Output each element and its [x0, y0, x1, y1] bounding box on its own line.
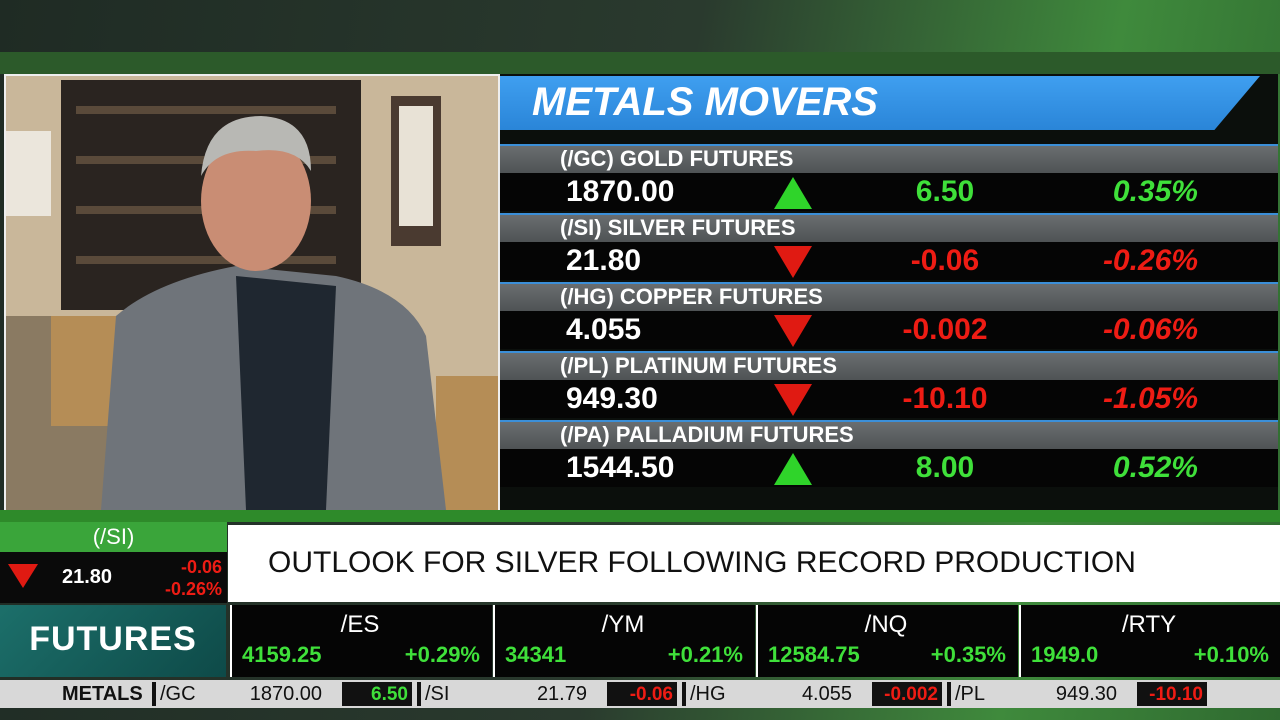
quote-change: -0.06	[180, 557, 222, 577]
futures-price: 1949.0	[1031, 642, 1099, 667]
futures-price: 12584.75	[768, 642, 860, 667]
ticker-price: 21.79	[536, 683, 587, 705]
video-scene	[6, 76, 498, 510]
row-arrow	[774, 384, 812, 421]
row-value-bar	[500, 380, 1278, 418]
headline-box	[228, 525, 1280, 602]
ticker-price: 4.055	[801, 683, 852, 705]
futures-cell	[493, 605, 755, 677]
row-label-bar	[500, 420, 1278, 449]
arrow	[8, 564, 38, 588]
quote-arrow	[8, 564, 38, 593]
ticker-change: -10.10	[1149, 684, 1203, 705]
ticker-change-box	[872, 682, 942, 706]
green-strip	[0, 510, 1280, 522]
quote-price: 21.80	[62, 566, 113, 588]
row-price: 1870.00	[566, 175, 675, 208]
row-name: (/PA) PALLADIUM FUTURES	[560, 422, 854, 447]
row-arrow	[774, 246, 812, 283]
row-percent: -1.05%	[1102, 382, 1198, 415]
futures-logo-box	[0, 605, 226, 677]
row-value-bar	[500, 242, 1278, 280]
ticker-change: 6.50	[371, 684, 408, 705]
row-change: 6.50	[915, 175, 975, 208]
ticker-symbol: /SI	[425, 683, 450, 705]
video-feed	[4, 74, 500, 512]
ticker-change-box	[342, 682, 412, 706]
top-band	[0, 52, 1280, 74]
arrow	[774, 246, 812, 278]
row-price: 1544.50	[566, 451, 675, 484]
futures-symbol: /RTY	[1121, 611, 1177, 638]
row-percent: -0.06%	[1102, 313, 1198, 346]
row-change: -0.002	[902, 313, 988, 346]
ticker-change-box	[1137, 682, 1207, 706]
row-value-bar	[500, 173, 1278, 211]
row-arrow	[774, 315, 812, 352]
ticker-separator	[947, 682, 951, 706]
quote-symbol: (/SI)	[92, 524, 135, 549]
row-change: -0.06	[910, 244, 980, 277]
ticker-change: -0.002	[884, 684, 938, 705]
row-change: -10.10	[902, 382, 988, 415]
ticker-symbol: /GC	[160, 683, 196, 705]
ticker-price: 949.30	[1055, 683, 1117, 705]
ticker-separator	[417, 682, 421, 706]
row-value-bar	[500, 449, 1278, 487]
row-label-bar	[500, 213, 1278, 242]
row-percent: 0.52%	[1112, 451, 1198, 484]
futures-cell	[756, 605, 1018, 677]
ticker-symbol: /HG	[690, 683, 726, 705]
futures-percent: +0.29%	[404, 642, 480, 667]
ticker-change-box	[607, 682, 677, 706]
ticker-price: 1870.00	[249, 683, 322, 705]
futures-cell	[1019, 605, 1280, 677]
futures-price: 34341	[505, 642, 567, 667]
row-label-bar	[500, 282, 1278, 311]
ticker-label: METALS	[62, 683, 143, 705]
arrow	[774, 177, 812, 209]
metals-panel: METALS MOVERS (/GC) GOLD FUTURES 1870.00 6…	[500, 74, 1278, 510]
headline: OUTLOOK FOR SILVER FOLLOWING RECORD PROD…	[268, 546, 1136, 579]
futures-percent: +0.21%	[667, 642, 743, 667]
row-name: (/HG) COPPER FUTURES	[560, 284, 823, 309]
futures-price: 4159.25	[242, 642, 322, 667]
row-price: 949.30	[566, 382, 658, 415]
row-value-bar	[500, 311, 1278, 349]
futures-symbol: /ES	[340, 611, 380, 638]
row-arrow	[774, 453, 812, 490]
futures-cell	[230, 605, 492, 677]
arrow	[774, 315, 812, 347]
row-price: 21.80	[566, 244, 642, 277]
ticker-separator	[152, 682, 156, 706]
panel-title: METALS MOVERS	[532, 80, 878, 124]
arrow	[774, 453, 812, 485]
row-name: (/SI) SILVER FUTURES	[560, 215, 796, 240]
row-arrow	[774, 177, 812, 214]
row-change: 8.00	[915, 451, 975, 484]
row-percent: 0.35%	[1112, 175, 1198, 208]
quote-percent: -0.26%	[164, 579, 222, 599]
row-name: (/PL) PLATINUM FUTURES	[560, 353, 838, 378]
futures-percent: +0.10%	[1193, 642, 1269, 667]
row-price: 4.055	[566, 313, 642, 346]
row-name: (/GC) GOLD FUTURES	[560, 146, 794, 171]
quote-body	[0, 552, 227, 603]
quote-header	[0, 522, 227, 552]
row-label-bar	[500, 351, 1278, 380]
arrow	[774, 384, 812, 416]
futures-logo: FUTURES	[29, 620, 197, 658]
row-percent: -0.26%	[1102, 244, 1198, 277]
ticker-separator	[682, 682, 686, 706]
row-label-bar	[500, 144, 1278, 173]
futures-symbol: /NQ	[864, 611, 908, 638]
ticker-symbol: /PL	[955, 683, 986, 705]
ticker-change: -0.06	[629, 684, 673, 705]
futures-symbol: /YM	[601, 611, 645, 638]
futures-percent: +0.35%	[930, 642, 1006, 667]
panel-title-bar	[500, 76, 1260, 130]
